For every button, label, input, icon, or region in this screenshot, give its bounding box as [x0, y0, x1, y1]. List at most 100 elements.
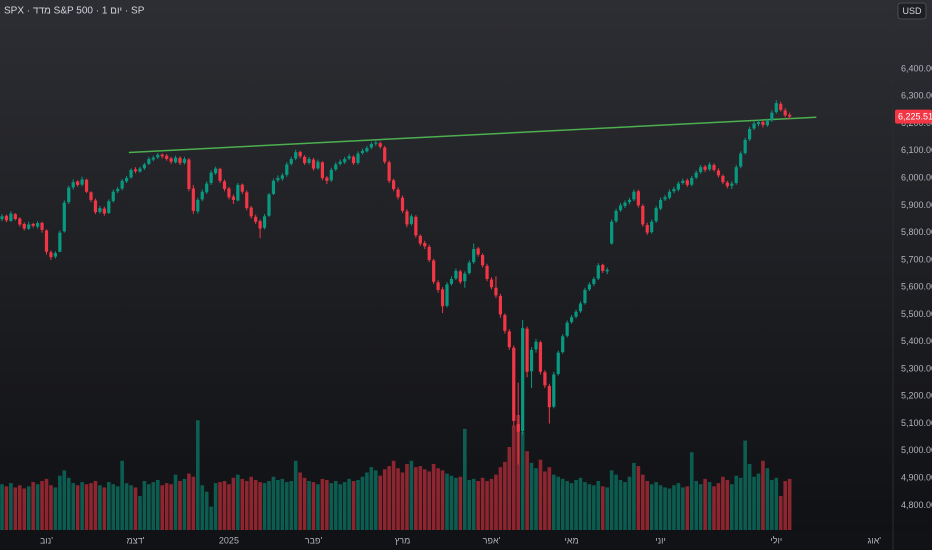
- volume-bar: [592, 485, 596, 530]
- candle-body: [707, 164, 712, 170]
- volume-bar: [623, 482, 627, 530]
- volume-bar: [374, 470, 378, 530]
- candle-body: [31, 223, 35, 226]
- candle-body: [481, 255, 485, 266]
- volume-bar: [107, 482, 111, 530]
- volume-bar: [636, 466, 641, 530]
- candle-body: [240, 184, 244, 192]
- volume-bar: [560, 478, 565, 530]
- candle-body: [610, 221, 614, 244]
- volume-bar: [471, 478, 476, 530]
- candle-body: [574, 311, 578, 317]
- candle-body: [320, 162, 324, 179]
- candle-body: [262, 216, 267, 228]
- candle-body: [672, 189, 676, 192]
- volume-bar: [4, 486, 9, 530]
- volume-bar: [689, 452, 694, 530]
- volume-bar: [31, 482, 35, 530]
- y-tick-label: 6,000.00: [901, 172, 932, 182]
- candle-body: [529, 349, 534, 372]
- candle-body: [258, 221, 262, 229]
- volume-bar: [431, 463, 436, 530]
- candle-body: [494, 287, 498, 296]
- candle-body: [427, 246, 431, 260]
- volume-bar: [614, 474, 618, 530]
- candle-body: [67, 187, 71, 203]
- candle-body: [84, 179, 89, 192]
- volume-bar: [147, 484, 151, 530]
- currency-button[interactable]: [897, 2, 927, 20]
- candle-body: [748, 129, 752, 140]
- volume-bar: [231, 477, 236, 530]
- volume-bar: [716, 483, 721, 530]
- last-price-label: 6,225.51: [898, 111, 932, 121]
- candle-body: [276, 178, 280, 181]
- volume-bar: [53, 487, 58, 530]
- candle-body: [49, 252, 53, 258]
- candle-body: [730, 183, 734, 186]
- candle-body: [53, 253, 57, 257]
- candle-body: [22, 223, 26, 229]
- volume-bar: [494, 474, 498, 530]
- volume-bar: [529, 462, 534, 530]
- candle-body: [383, 147, 387, 162]
- x-tick-label: אפר': [483, 535, 501, 545]
- y-tick-label: 5,700.00: [901, 254, 932, 264]
- volume-bar: [552, 474, 556, 530]
- candle-body: [525, 328, 529, 372]
- currency-label[interactable]: USD: [902, 6, 922, 16]
- candle-body: [498, 295, 502, 315]
- candle-body: [27, 224, 31, 229]
- volume-bar: [712, 486, 716, 530]
- candle-body: [774, 103, 778, 113]
- volume-bar: [382, 469, 387, 530]
- volume-bar: [698, 484, 703, 530]
- volume-bar: [721, 476, 725, 530]
- volume-bar: [13, 487, 18, 530]
- volume-bar: [182, 478, 187, 530]
- volume-bar: [66, 477, 71, 530]
- y-tick-label: 5,800.00: [901, 227, 932, 237]
- volume-bar: [187, 473, 191, 530]
- candle-body: [765, 120, 769, 126]
- candle-body: [374, 142, 378, 144]
- candle-body: [534, 341, 538, 350]
- volume-bar: [40, 481, 44, 530]
- candle-body: [338, 161, 342, 164]
- volume-bar: [574, 479, 578, 530]
- candle-body: [467, 262, 471, 274]
- volume-bar: [209, 506, 213, 530]
- candle-body: [311, 159, 316, 169]
- candle-body: [236, 184, 240, 201]
- candle-body: [485, 265, 489, 280]
- candle-body: [369, 144, 373, 148]
- candle-body: [436, 282, 440, 290]
- volume-bar: [218, 482, 222, 530]
- volume-bar: [102, 487, 107, 530]
- candle-body: [156, 154, 160, 158]
- volume-bar: [565, 481, 569, 530]
- candle-body: [743, 139, 747, 154]
- volume-bar: [129, 485, 133, 530]
- volume-bar: [133, 487, 138, 530]
- volume-bar: [525, 451, 529, 530]
- candle-body: [125, 178, 129, 182]
- candle-body: [329, 169, 333, 181]
- volume-bar: [342, 482, 347, 530]
- candle-body: [788, 114, 792, 117]
- candle-body: [667, 191, 672, 198]
- candle-body: [133, 169, 138, 172]
- candle-body: [76, 181, 80, 185]
- candle-body: [214, 168, 218, 174]
- candle-body: [454, 270, 458, 279]
- volume-bar: [124, 483, 129, 530]
- volume-bar: [752, 476, 756, 530]
- trendline: [128, 116, 817, 154]
- candle-body: [409, 216, 413, 224]
- candle-body: [561, 336, 565, 353]
- candle-body: [601, 264, 605, 271]
- volume-bar: [405, 463, 409, 530]
- volume-bar: [271, 476, 276, 530]
- candle-body: [40, 222, 44, 230]
- volume-bar: [743, 440, 747, 530]
